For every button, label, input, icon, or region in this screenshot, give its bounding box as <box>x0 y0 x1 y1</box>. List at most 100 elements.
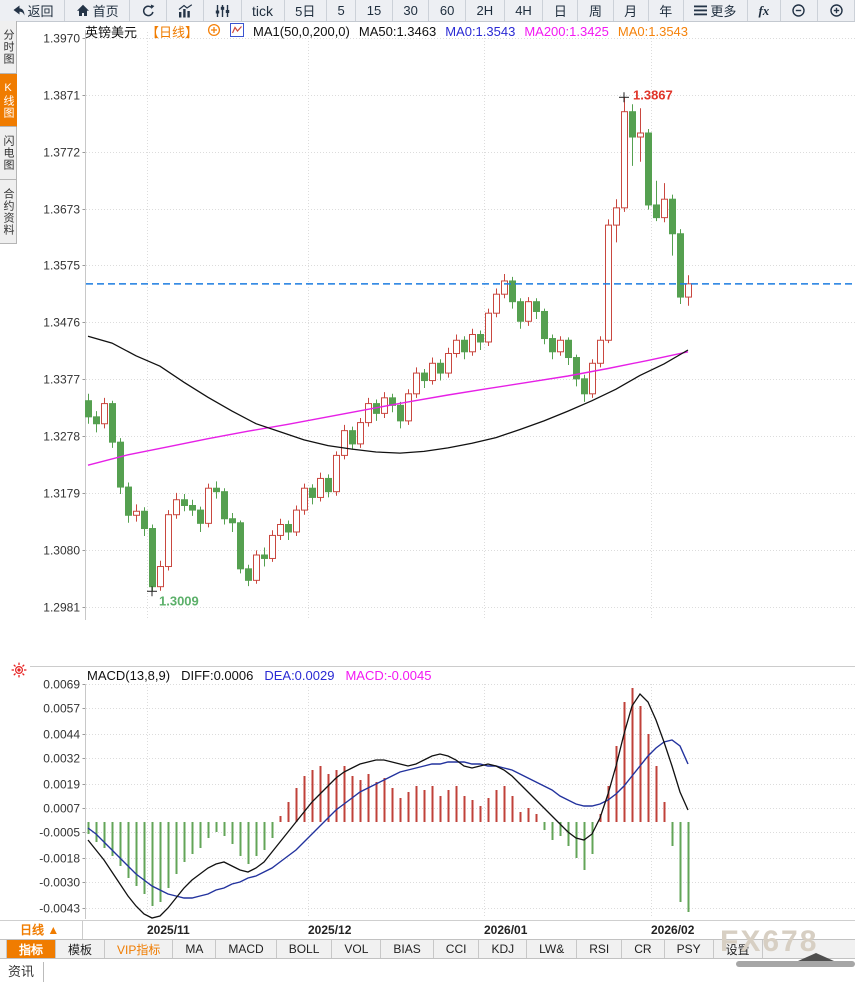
candle-body <box>621 111 628 209</box>
sidebar-tab-2[interactable]: 闪电图 <box>0 127 17 180</box>
candle-body <box>237 522 244 570</box>
price-axis-label: 1.3772 <box>43 146 80 160</box>
horizontal-scrollbar[interactable] <box>736 953 855 967</box>
bottom-row: 资讯 <box>0 959 855 982</box>
ma-settings-label: MA1(50,0,200,0) <box>253 23 350 39</box>
period-5-button[interactable]: 5 <box>327 0 357 21</box>
sliders-icon <box>215 4 230 18</box>
chart-type-button[interactable] <box>167 0 205 21</box>
candle-body <box>469 334 476 353</box>
macd-axis-label: -0.0043 <box>39 902 80 916</box>
indicator-tab-cci[interactable]: CCI <box>434 940 480 958</box>
tick-button[interactable]: tick <box>242 0 285 21</box>
indicator-tab-macd[interactable]: MACD <box>216 940 277 958</box>
indicator-tab-rsi[interactable]: RSI <box>577 940 623 958</box>
watermark: FX678 <box>720 925 819 958</box>
period-5d-button[interactable]: 5日 <box>285 0 327 21</box>
indicator-tab-cr[interactable]: CR <box>622 940 665 958</box>
x-axis-row: 日线 ▲ 2025/11 2025/12 2026/01 2026/02 <box>0 920 855 939</box>
panel-settings-icon[interactable] <box>11 662 27 683</box>
period-week-button[interactable]: 周 <box>578 0 614 21</box>
candle-body <box>269 534 276 559</box>
macd-axis-label: -0.0005 <box>39 826 80 840</box>
candle-body <box>133 510 140 516</box>
candle-body <box>181 499 188 506</box>
period-4h-button[interactable]: 4H <box>505 0 544 21</box>
indicator-bar: 指标 模板 VIP指标 MA MACD BOLL VOL BIAS CCI KDJ LW& RSI CR… <box>0 939 855 959</box>
more-label: 更多 <box>710 4 737 19</box>
candle-body <box>397 404 404 422</box>
candle-body <box>637 132 644 138</box>
zoom-in-button[interactable] <box>818 0 855 21</box>
news-tab[interactable]: 资讯 <box>0 962 44 982</box>
x-axis-label: 2026/02 <box>651 923 695 937</box>
indicator-tab-lw[interactable]: LW& <box>527 940 578 958</box>
macd-macd-value: MACD:-0.0045 <box>345 668 432 683</box>
candle-body <box>677 233 684 298</box>
indicator-tab-bias[interactable]: BIAS <box>381 940 434 958</box>
zoomin-icon <box>829 3 844 18</box>
overlay-chart-icon[interactable] <box>230 22 245 40</box>
add-indicator-icon[interactable] <box>207 23 221 40</box>
candle-body <box>349 430 356 445</box>
ma0-value-orange: MA0:1.3543 <box>617 23 689 39</box>
candle-body <box>557 339 564 353</box>
sidebar-tab-0[interactable]: 分时图 <box>0 21 17 74</box>
refresh-button[interactable] <box>130 0 168 21</box>
indicator-tab-指标[interactable]: 指标 <box>6 940 57 958</box>
period-month-button[interactable]: 月 <box>614 0 649 21</box>
period-30-button[interactable]: 30 <box>393 0 430 21</box>
candle-body <box>461 339 468 353</box>
indicator-tab-vol[interactable]: VOL <box>332 940 382 958</box>
scrollbar-thumb-arrow <box>798 953 834 961</box>
candle-body <box>253 554 260 581</box>
period-2h-button[interactable]: 2H <box>466 0 505 21</box>
candle-body <box>581 378 588 395</box>
zoom-out-button[interactable] <box>781 0 818 21</box>
period-day-button[interactable]: 日 <box>543 0 579 21</box>
zoomout-icon <box>791 3 806 18</box>
period-badge: 【日线】 <box>146 24 199 40</box>
sidebar-tab-3[interactable]: 合约资料 <box>0 180 17 244</box>
indicator-tab-ma[interactable]: MA <box>173 940 217 958</box>
indicator-tab-psy[interactable]: PSY <box>665 940 714 958</box>
candle-body <box>533 301 540 312</box>
candle-body <box>453 339 460 355</box>
back-button[interactable]: 返回 <box>0 0 66 21</box>
ma200-value: MA200:1.3425 <box>524 23 609 39</box>
indicator-tab-vip指标[interactable]: VIP指标 <box>105 940 174 958</box>
period-60-button[interactable]: 60 <box>429 0 466 21</box>
ma50-line <box>87 335 689 454</box>
macd-axis-label: 0.0007 <box>43 802 80 816</box>
left-sidebar: 分时图 K线图 闪电图 合约资料 <box>0 21 17 244</box>
candle-body <box>629 111 636 138</box>
indicator-settings-button[interactable] <box>204 0 242 21</box>
price-axis-label: 1.3278 <box>43 430 80 444</box>
home-button[interactable]: 首页 <box>65 0 131 21</box>
indicator-tab-kdj[interactable]: KDJ <box>479 940 528 958</box>
symbol-title: 英镑美元 <box>85 24 138 40</box>
candle-body <box>85 400 92 418</box>
fx-button[interactable]: fx <box>748 0 781 21</box>
candle-body <box>213 487 220 493</box>
sidebar-tab-1[interactable]: K线图 <box>0 74 17 127</box>
high-annotation: 1.3867 <box>619 87 673 103</box>
indicator-tab-模板[interactable]: 模板 <box>56 940 106 958</box>
candle-body <box>285 523 292 533</box>
more-button[interactable]: 更多 <box>684 0 748 21</box>
indicator-tab-设置[interactable]: 设置 <box>714 940 763 958</box>
period-15-button[interactable]: 15 <box>356 0 393 21</box>
period-selector[interactable]: 日线 ▲ <box>0 921 83 939</box>
ma0-value-blue: MA0:1.3543 <box>445 23 516 39</box>
bars-icon <box>178 3 193 18</box>
period-year-button[interactable]: 年 <box>649 0 684 21</box>
candle-body <box>189 504 196 511</box>
home-icon <box>76 4 90 17</box>
period-5d-label: 5日 <box>295 4 316 19</box>
indicator-tab-boll[interactable]: BOLL <box>277 940 333 958</box>
candle-body <box>413 372 420 395</box>
candle-body <box>365 403 372 424</box>
macd-diff-value: DIFF:0.0006 <box>181 668 254 683</box>
tick-label: tick <box>252 2 274 19</box>
